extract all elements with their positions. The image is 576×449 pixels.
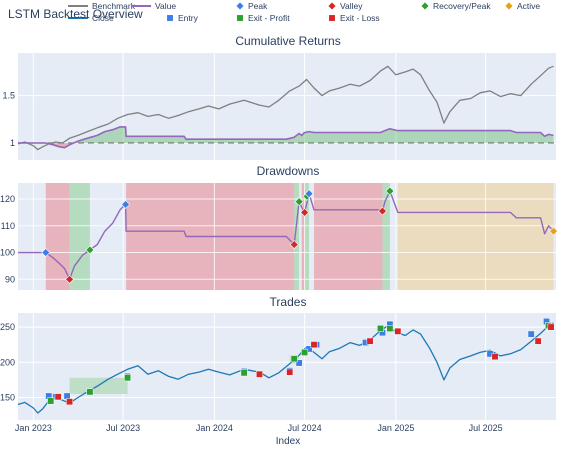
legend-swatch	[235, 1, 245, 11]
marker-valley	[378, 206, 387, 216]
legend-label: Exit - Profit	[248, 13, 290, 23]
marker-peak	[41, 248, 51, 257]
legend-label: Benchmark	[92, 1, 136, 11]
legend-label: Value	[155, 1, 176, 11]
marker-peak	[121, 199, 131, 209]
cumulative-returns-title: Cumulative Returns	[235, 34, 340, 48]
period-drawdown	[314, 183, 383, 290]
legend: Benchmark Value Peak Valley Recovery/Peak Act…	[68, 1, 540, 23]
x-tick-label: Jan 2025	[377, 423, 414, 433]
y-tick-label: 100	[0, 248, 15, 258]
marker-valley	[289, 240, 299, 249]
exit-profit-marker	[290, 355, 298, 363]
legend-item-valley[interactable]: Valley	[327, 1, 363, 11]
period-recovery	[382, 183, 390, 290]
marker-recovery-peak	[294, 197, 304, 207]
y-tick-label: 250	[0, 322, 15, 332]
y-tick-label: 1.5	[2, 91, 15, 101]
legend-item-value[interactable]: Value	[131, 1, 176, 11]
marker-recovery-peak	[85, 245, 95, 255]
benchmark-line	[17, 65, 554, 151]
legend-item-recovery-peak[interactable]: Recovery/Peak	[420, 1, 491, 11]
trades-panel: 150 200 250	[0, 313, 556, 420]
marker-active	[549, 226, 558, 236]
exit-loss-marker	[366, 337, 374, 345]
value-line	[18, 126, 554, 149]
entry-marker	[305, 345, 313, 353]
exit-loss-marker	[286, 368, 294, 376]
legend-label: Recovery/Peak	[433, 1, 491, 11]
exit-profit-marker	[124, 374, 132, 382]
exit-loss-marker	[66, 398, 74, 406]
legend-swatch	[328, 14, 336, 22]
entry-marker	[527, 330, 535, 338]
legend-label: Exit - Loss	[340, 13, 380, 23]
legend-swatch	[504, 1, 514, 11]
y-tick-label: 110	[1, 221, 15, 231]
legend-swatch	[327, 1, 337, 11]
marker-valley	[65, 274, 74, 284]
legend-item-close[interactable]: Close	[68, 13, 114, 23]
legend-label: Entry	[178, 13, 199, 23]
legend-item-benchmark[interactable]: Benchmark	[68, 1, 136, 11]
period-drawdown	[301, 183, 305, 290]
drawdowns-panel: 90 100 110 120	[0, 183, 558, 290]
exit-profit-marker	[386, 325, 394, 332]
period-drawdown	[45, 183, 70, 290]
y-tick-label: 200	[0, 357, 15, 367]
exit-loss-marker	[310, 341, 318, 349]
exit-profit-marker	[47, 397, 55, 405]
x-axis-label: Index	[276, 436, 300, 447]
x-tick-label: Jan 2023	[15, 423, 52, 433]
legend-label: Peak	[248, 1, 268, 11]
y-tick-label: 120	[0, 194, 15, 204]
exit-profit-marker	[301, 348, 309, 356]
legend-swatch	[166, 14, 174, 22]
plot-area	[18, 53, 556, 160]
exit-loss-marker	[256, 370, 263, 378]
legend-item-exit-profit[interactable]: Exit - Profit	[236, 13, 290, 23]
value-line	[18, 190, 555, 280]
x-tick-label: Jul 2023	[106, 423, 140, 433]
period-recovery	[304, 183, 310, 290]
legend-swatch	[420, 1, 430, 11]
figure-title: LSTM Backtest Overview	[8, 7, 143, 21]
x-axis: Jan 2023 Jul 2023 Jan 2024 Jul 2024 Jan 2025…	[15, 423, 503, 433]
legend-item-active[interactable]: Active	[504, 1, 540, 11]
legend-item-exit-loss[interactable]: Exit - Loss	[328, 13, 380, 23]
exit-loss-marker	[547, 323, 555, 331]
exit-loss-marker	[491, 353, 499, 361]
marker-recovery-peak	[385, 186, 395, 196]
legend-label: Valley	[340, 1, 363, 11]
legend-item-entry[interactable]: Entry	[166, 13, 199, 23]
y-tick-label: 1	[10, 138, 15, 148]
entry-marker	[295, 359, 303, 367]
legend-swatch	[236, 14, 244, 22]
exit-loss-marker	[54, 393, 62, 401]
exit-profit-marker	[377, 325, 384, 332]
period-active	[397, 183, 554, 290]
legend-label: Active	[517, 1, 540, 11]
period-recovery	[69, 183, 90, 290]
x-tick-label: Jan 2024	[196, 423, 233, 433]
marker-peak	[304, 189, 314, 199]
cumulative-returns-panel: 11.5	[2, 53, 556, 160]
exit-loss-marker	[534, 337, 542, 345]
period-recovery	[294, 183, 300, 290]
marker-valley	[300, 208, 310, 217]
exit-profit-marker	[240, 369, 248, 377]
x-tick-label: Jul 2024	[288, 423, 322, 433]
trades-title: Trades	[270, 295, 307, 309]
legend-label: Close	[92, 13, 114, 23]
x-tick-label: Jul 2025	[469, 423, 503, 433]
y-tick-label: 150	[0, 392, 15, 402]
legend-item-peak[interactable]: Peak	[235, 1, 268, 11]
exit-loss-marker	[394, 327, 402, 335]
drawdowns-title: Drawdowns	[257, 164, 320, 178]
exit-profit-marker	[86, 388, 94, 396]
y-tick-label: 90	[5, 274, 15, 284]
